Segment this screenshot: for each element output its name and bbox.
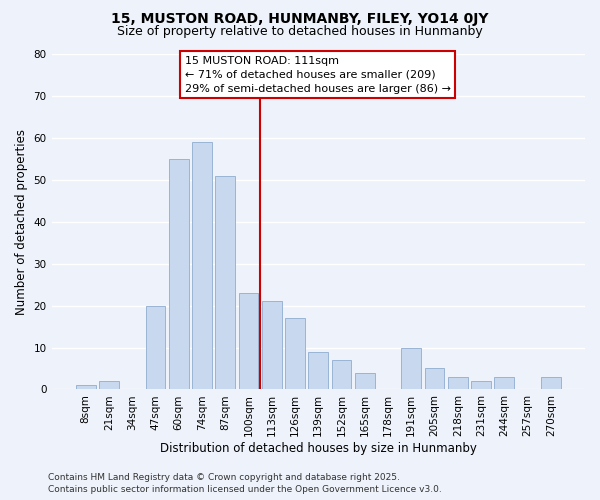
Bar: [332, 360, 352, 390]
Text: 15, MUSTON ROAD, HUNMANBY, FILEY, YO14 0JY: 15, MUSTON ROAD, HUNMANBY, FILEY, YO14 0…: [111, 12, 489, 26]
Bar: [169, 159, 188, 390]
Bar: [239, 293, 259, 390]
Text: Contains HM Land Registry data © Crown copyright and database right 2025.
Contai: Contains HM Land Registry data © Crown c…: [48, 472, 442, 494]
Bar: [99, 381, 119, 390]
Text: Size of property relative to detached houses in Hunmanby: Size of property relative to detached ho…: [117, 25, 483, 38]
X-axis label: Distribution of detached houses by size in Hunmanby: Distribution of detached houses by size …: [160, 442, 477, 455]
Bar: [425, 368, 445, 390]
Bar: [262, 302, 281, 390]
Bar: [541, 377, 561, 390]
Bar: [308, 352, 328, 390]
Bar: [146, 306, 166, 390]
Bar: [448, 377, 468, 390]
Bar: [471, 381, 491, 390]
Bar: [355, 372, 374, 390]
Y-axis label: Number of detached properties: Number of detached properties: [15, 128, 28, 314]
Bar: [285, 318, 305, 390]
Text: 15 MUSTON ROAD: 111sqm
← 71% of detached houses are smaller (209)
29% of semi-de: 15 MUSTON ROAD: 111sqm ← 71% of detached…: [185, 56, 451, 94]
Bar: [76, 386, 95, 390]
Bar: [215, 176, 235, 390]
Bar: [192, 142, 212, 390]
Bar: [494, 377, 514, 390]
Bar: [401, 348, 421, 390]
